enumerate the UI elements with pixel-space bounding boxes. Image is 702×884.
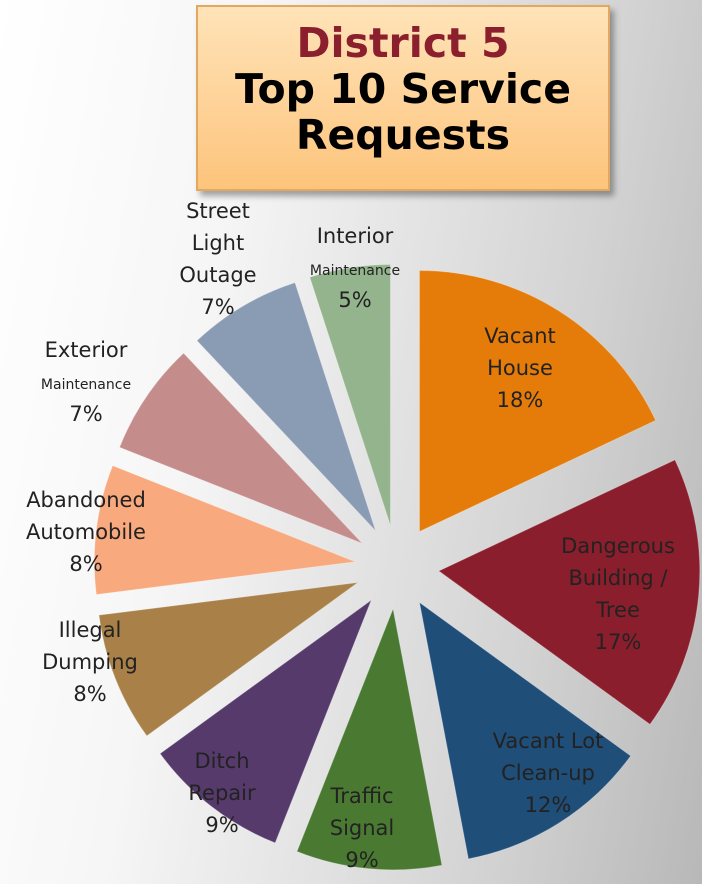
slice-label-ditch-repair: Ditch Repair 9% [188,749,256,837]
pie-slice-ditch-repair [159,598,373,844]
title-requests: Requests [295,110,511,159]
slice-label-dangerous-building-tree: Dangerous Building / Tree 17% [561,534,675,654]
slice-label-street-light-outage: Street Light Outage 7% [179,199,256,319]
pie-slice-illegal-dumping [98,581,359,737]
slice-label-abandoned-automobile: Abandoned Automobile 8% [26,488,146,576]
title-top-10: Top 10 Service [234,64,572,113]
chart-title-box: District 5 Top 10 Service Requests [196,5,610,191]
pie-slice-interior-maintenance [309,264,391,526]
slice-label-illegal-dumping: Illegal Dumping 8% [42,618,138,706]
slice-label-interior-maintenance: Interior Maintenance 5% [310,224,400,312]
slice-label-traffic-signal: Traffic Signal 9% [329,784,394,872]
pie-slice-street-light-outage [196,281,377,532]
slice-label-exterior-maintenance: Exterior Maintenance 7% [41,338,131,426]
pie-slice-abandoned-automobile [93,465,356,596]
slice-label-vacant-house: Vacant House 18% [484,324,556,412]
pie-slice-vacant-house [419,270,657,533]
pie-slice-dangerous-building-tree [437,459,701,726]
pie-slice-traffic-signal [296,607,443,871]
pie-slice-exterior-maintenance [118,352,363,544]
title-district: District 5 [296,19,510,67]
pie-slice-vacant-lot-clean-up [418,601,632,860]
slice-label-vacant-lot-clean-up: Vacant Lot Clean-up 12% [493,729,604,817]
